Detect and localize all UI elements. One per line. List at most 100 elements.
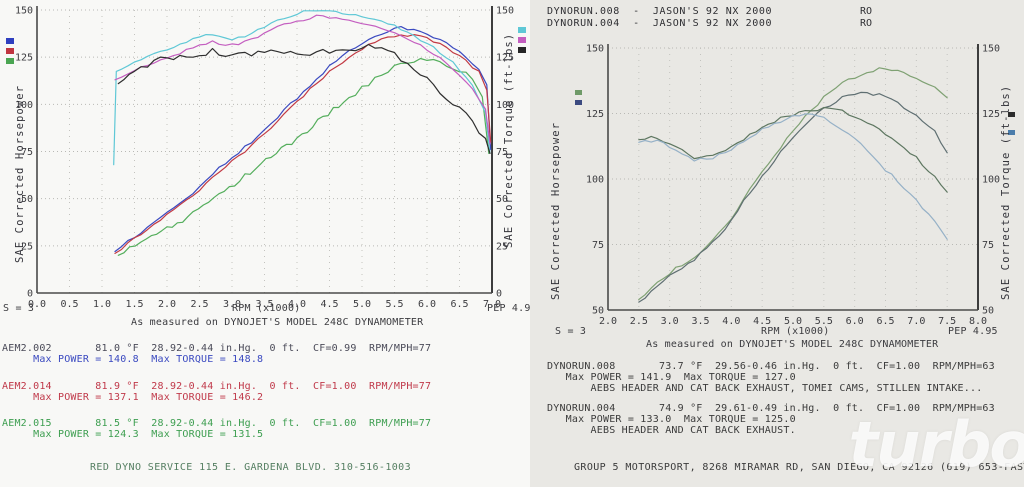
left-chart-pep-version: PEP 4.95	[487, 303, 537, 314]
svg-text:150: 150	[15, 6, 33, 17]
right-dyno-chart: 2.0 2.5 3.0 3.5 4.0 4.5 5.0 5.5 6.0 6.5 7.0 7.5 8.05…	[586, 44, 1000, 328]
run-conditions: AEM2.002 81.0 °F 28.92-0.44 in.Hg. 0 ft.…	[2, 343, 432, 354]
svg-text:125: 125	[15, 53, 33, 64]
svg-text:7.0: 7.0	[483, 299, 501, 310]
svg-text:5.5: 5.5	[385, 299, 403, 310]
run-mods-note: AEBS HEADER AND CAT BACK EXHAUST.	[547, 425, 796, 436]
left-run-3: AEM2.015 81.5 °F 28.92-0.44 in.Hg. 0 ft.…	[2, 418, 431, 440]
svg-text:2.5: 2.5	[630, 316, 648, 327]
svg-text:2.0: 2.0	[158, 299, 176, 310]
svg-text:8.0: 8.0	[969, 316, 987, 327]
svg-text:50: 50	[21, 194, 33, 205]
right-header-run-008-gear: RO	[860, 6, 873, 17]
right-header-run-004: DYNORUN.004 - JASON'S 92 NX 2000	[547, 18, 773, 29]
svg-text:4.0: 4.0	[288, 299, 306, 310]
svg-text:0.5: 0.5	[60, 299, 78, 310]
legend-swatch-tq-cyan	[518, 27, 526, 33]
svg-text:1.0: 1.0	[93, 299, 111, 310]
svg-text:3.0: 3.0	[661, 316, 679, 327]
svg-text:4.5: 4.5	[753, 316, 771, 327]
run-conditions: DYNORUN.004 74.9 °F 29.61-0.49 in.Hg. 0 …	[547, 403, 995, 414]
svg-text:150: 150	[982, 44, 1000, 55]
left-chart-smoothing: S = 3	[3, 303, 35, 314]
svg-text:7.0: 7.0	[907, 316, 925, 327]
svg-text:0.0: 0.0	[28, 299, 46, 310]
svg-text:75: 75	[982, 240, 994, 251]
svg-text:75: 75	[592, 240, 604, 251]
left-chart-xlabel: RPM (x1000)	[232, 303, 301, 314]
legend-swatch-004-hp	[575, 100, 582, 105]
left-chart-ylabel-torque: SAE Corrected Torque (ft-lbs)	[503, 32, 515, 248]
svg-text:125: 125	[496, 53, 514, 64]
svg-text:25: 25	[21, 241, 33, 252]
run-max-values: Max POWER = 133.0 Max TORQUE = 125.0	[547, 414, 796, 425]
svg-text:50: 50	[496, 194, 508, 205]
svg-text:125: 125	[982, 109, 1000, 120]
left-run-1: AEM2.002 81.0 °F 28.92-0.44 in.Hg. 0 ft.…	[2, 343, 431, 365]
svg-text:3.5: 3.5	[691, 316, 709, 327]
run-mods-note: AEBS HEADER AND CAT BACK EXHAUST, TOMEI …	[547, 383, 983, 394]
right-chart-smoothing: S = 3	[555, 326, 587, 337]
run-max-values: Max POWER = 137.1 Max TORQUE = 146.2	[2, 392, 264, 403]
svg-text:3.5: 3.5	[255, 299, 273, 310]
right-shop-footer: GROUP 5 MOTORSPORT, 8268 MIRAMAR RD, SAN…	[574, 462, 1024, 473]
svg-text:0: 0	[496, 289, 502, 300]
svg-text:50: 50	[592, 306, 604, 317]
right-header-run-004-gear: RO	[860, 18, 873, 29]
left-chart-measured-caption: As measured on DYNOJET'S MODEL 248C DYNA…	[131, 317, 424, 328]
legend-swatch-hp-red	[6, 48, 14, 54]
svg-text:5.0: 5.0	[784, 316, 802, 327]
svg-text:150: 150	[586, 44, 604, 55]
svg-text:25: 25	[496, 241, 508, 252]
legend-swatch-004-tq	[1008, 130, 1015, 135]
right-chart-measured-caption: As measured on DYNOJET'S MODEL 248C DYNA…	[646, 339, 939, 350]
left-chart-ylabel-horsepower: SAE Corrected Horsepower	[14, 84, 26, 263]
svg-text:4.0: 4.0	[722, 316, 740, 327]
svg-text:2.5: 2.5	[190, 299, 208, 310]
run-conditions: AEM2.014 81.9 °F 28.92-0.44 in.Hg. 0 ft.…	[2, 381, 432, 392]
svg-text:150: 150	[496, 6, 514, 17]
svg-text:75: 75	[21, 147, 33, 158]
left-run-2: AEM2.014 81.9 °F 28.92-0.44 in.Hg. 0 ft.…	[2, 381, 431, 403]
legend-swatch-008-hp	[575, 90, 582, 95]
svg-text:0: 0	[27, 289, 33, 300]
run-conditions: AEM2.015 81.5 °F 28.92-0.44 in.Hg. 0 ft.…	[2, 418, 432, 429]
svg-text:5.5: 5.5	[815, 316, 833, 327]
svg-text:7.5: 7.5	[938, 316, 956, 327]
svg-text:50: 50	[982, 306, 994, 317]
run-max-values: Max POWER = 140.8 Max TORQUE = 148.8	[2, 354, 264, 365]
svg-text:4.5: 4.5	[320, 299, 338, 310]
legend-swatch-tq-magenta	[518, 37, 526, 43]
legend-swatch-hp-blue	[6, 38, 14, 44]
legend-swatch-tq-black	[518, 47, 526, 53]
right-chart-xlabel: RPM (x1000)	[761, 326, 830, 337]
svg-text:75: 75	[496, 147, 508, 158]
legend-swatch-008-tq	[1008, 112, 1015, 117]
svg-text:6.5: 6.5	[876, 316, 894, 327]
right-run-004: DYNORUN.004 74.9 °F 29.61-0.49 in.Hg. 0 …	[547, 403, 995, 436]
run-conditions: DYNORUN.008 73.7 °F 29.56-0.46 in.Hg. 0 …	[547, 361, 995, 372]
svg-text:6.0: 6.0	[418, 299, 436, 310]
svg-text:6.5: 6.5	[450, 299, 468, 310]
legend-swatch-hp-green	[6, 58, 14, 64]
run-max-values: Max POWER = 124.3 Max TORQUE = 131.5	[2, 429, 264, 440]
svg-text:1.5: 1.5	[125, 299, 143, 310]
right-chart-pep-version: PEP 4.95	[948, 326, 998, 337]
svg-text:100: 100	[982, 175, 1000, 186]
run-max-values: Max POWER = 141.9 Max TORQUE = 127.0	[547, 372, 796, 383]
svg-text:100: 100	[15, 100, 33, 111]
svg-text:6.0: 6.0	[846, 316, 864, 327]
left-shop-footer: RED DYNO SERVICE 115 E. GARDENA BLVD. 31…	[90, 462, 412, 473]
right-run-008: DYNORUN.008 73.7 °F 29.56-0.46 in.Hg. 0 …	[547, 361, 995, 394]
svg-text:125: 125	[586, 109, 604, 120]
svg-text:2.0: 2.0	[599, 316, 617, 327]
svg-text:5.0: 5.0	[353, 299, 371, 310]
right-header-run-008: DYNORUN.008 - JASON'S 92 NX 2000	[547, 6, 773, 17]
svg-text:100: 100	[496, 100, 514, 111]
right-chart-ylabel-torque: SAE Corrected Torque (ft-lbs)	[1000, 84, 1012, 300]
left-dyno-chart: 0.0 0.5 1.0 1.5 2.0 2.5 3.0 3.5 4.0 4.5 5.0 5.5 6.0 6…	[15, 6, 514, 311]
left-dyno-panel: 0.0 0.5 1.0 1.5 2.0 2.5 3.0 3.5 4.0 4.5 5.0 5.5 6.0 6…	[0, 0, 537, 487]
svg-text:3.0: 3.0	[223, 299, 241, 310]
right-dyno-panel: DYNORUN.008 - JASON'S 92 NX 2000 RO DYNO…	[530, 0, 1024, 487]
